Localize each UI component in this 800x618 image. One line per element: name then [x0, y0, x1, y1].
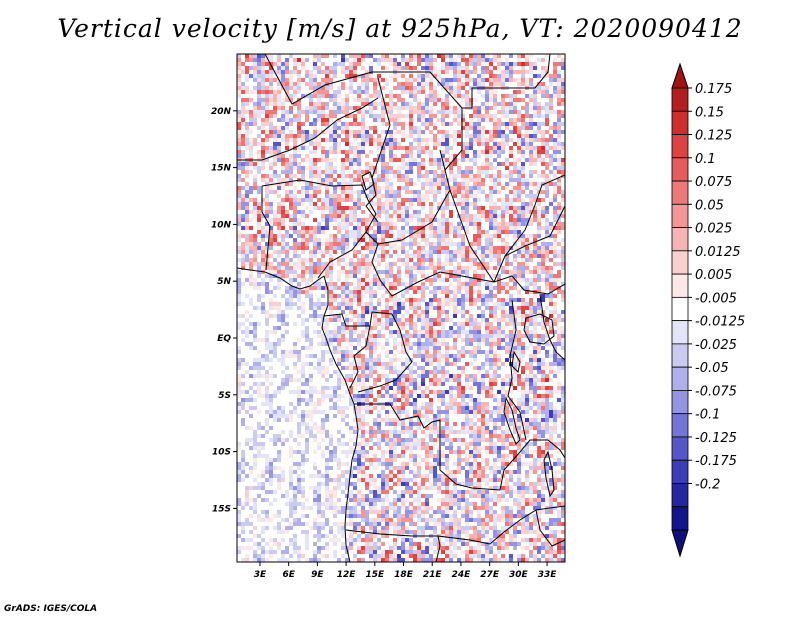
border-niger	[237, 97, 379, 161]
border-gabon	[323, 311, 393, 327]
border-north	[264, 54, 373, 105]
map-panel: 20N 15N 10N 5N EQ 5S 10S 15S 3E 6E 9E 12E 15E 18E 21E…	[211, 53, 566, 580]
colorbar-label: 0.0125	[695, 245, 741, 260]
lon-label: 3E	[254, 570, 267, 580]
border-botswana	[435, 545, 441, 562]
lake-victoria	[523, 313, 555, 345]
lat-label: 20N	[211, 107, 232, 117]
border-ethiopia	[493, 205, 565, 283]
colorbar-label: -0.175	[695, 454, 737, 469]
colorbar-segment	[671, 436, 689, 461]
colorbar-label: 0.075	[695, 175, 732, 190]
colorbar-segments	[671, 87, 689, 531]
border-mozambique	[535, 509, 565, 547]
lat-label: 15S	[212, 504, 231, 514]
lon-label: 15E	[365, 570, 385, 580]
border-sudan-south	[449, 189, 495, 283]
border-nigeria	[261, 179, 377, 279]
colorbar-segment	[671, 110, 689, 135]
colorbar-segment	[671, 250, 689, 275]
lon-label: 12E	[337, 570, 357, 580]
colorbar-label: -0.005	[695, 291, 737, 306]
colorbar-labels: 0.175 0.15 0.125 0.1 0.075 0.05 0.025 0.0125 0.0…	[688, 82, 745, 492]
colorbar: 0.175 0.15 0.125 0.1 0.075 0.05 0.025 0.0125 0.0…	[671, 62, 745, 558]
border-drc-uganda	[507, 299, 527, 441]
colorbar-segment	[671, 157, 689, 182]
colorbar-segment	[671, 459, 689, 484]
colorbar-label: -0.1	[695, 408, 720, 423]
colorbar-label: 0.005	[695, 268, 732, 283]
colorbar-segment	[671, 320, 689, 345]
border-congo	[349, 325, 371, 389]
border-benin	[261, 186, 271, 271]
border-sudan-ethiopia	[504, 174, 565, 257]
latitude-labels: 20N 15N 10N 5N EQ 5S 10S 15S	[211, 107, 237, 514]
colorbar-label: 0.025	[695, 222, 732, 237]
colorbar-label: 0.05	[695, 198, 724, 213]
colorbar-label: 0.125	[695, 129, 732, 144]
colorbar-segment	[671, 366, 689, 391]
lake-malawi	[543, 450, 555, 498]
lake-chad	[361, 171, 375, 191]
colorbar-segment	[671, 483, 689, 508]
lon-label: 33E	[538, 570, 558, 580]
colorbar-label: -0.2	[695, 477, 720, 492]
coastline	[237, 267, 359, 562]
border-chad-east	[365, 77, 391, 223]
colorbar-label: 0.175	[695, 82, 732, 97]
colorbar-segment	[671, 203, 689, 228]
lake-tanganyika	[503, 396, 521, 445]
colorbar-label: 0.15	[695, 105, 724, 120]
colorbar-segment	[671, 273, 689, 298]
colorbar-segment	[671, 180, 689, 205]
colorbar-top-arrow	[671, 62, 689, 89]
colorbar-label: 0.1	[695, 152, 716, 167]
lon-label: 18E	[394, 570, 414, 580]
lon-label: 6E	[282, 570, 295, 580]
border-uganda-kenya	[539, 293, 565, 361]
colorbar-segment	[671, 296, 689, 322]
lat-label: 5S	[218, 391, 231, 401]
lon-label: 24E	[452, 570, 472, 580]
border-angola-north	[354, 403, 457, 485]
longitude-labels: 3E 6E 9E 12E 15E 18E 21E 24E 27E 30E 33E	[254, 562, 557, 580]
boundaries	[237, 54, 565, 562]
lat-label: 5N	[217, 277, 231, 287]
colorbar-segment	[671, 506, 689, 531]
colorbar-label: -0.05	[695, 361, 729, 376]
border-egypt	[462, 54, 551, 109]
colorbar-segment	[671, 390, 689, 415]
map-title: Vertical velocity [m/s] at 925hPa, VT: 2…	[57, 14, 743, 43]
colorbar-bottom-arrow	[671, 529, 689, 558]
colorbar-label: -0.125	[695, 431, 737, 446]
colorbar-label: -0.0125	[695, 315, 745, 330]
border-zambia	[455, 439, 565, 491]
border-zambia-south	[437, 505, 565, 545]
lat-label: 10N	[211, 220, 232, 230]
colorbar-segment	[671, 227, 689, 252]
colorbar-segment	[671, 134, 689, 159]
lake-albert	[511, 350, 521, 374]
colorbar-segment	[671, 87, 689, 112]
lon-label: 27E	[480, 570, 500, 580]
lat-label: 15N	[211, 164, 232, 174]
colorbar-segment	[671, 413, 689, 438]
map-frame	[236, 53, 566, 563]
lon-label: 9E	[311, 570, 324, 580]
border-car-sudan	[377, 149, 451, 245]
colorbar-label: -0.075	[695, 384, 737, 399]
colorbar-segment	[671, 343, 689, 368]
credit-text: GrADS: IGES/COLA	[4, 604, 98, 614]
colorbar-label: -0.025	[695, 338, 737, 353]
lon-label: 30E	[509, 570, 529, 580]
border-angola-south	[345, 529, 441, 547]
lat-label: EQ	[217, 334, 231, 344]
lat-label: 10S	[212, 448, 231, 458]
border-cameroon-car	[365, 231, 565, 297]
lon-label: 21E	[423, 570, 443, 580]
border-drc-north	[357, 313, 413, 393]
